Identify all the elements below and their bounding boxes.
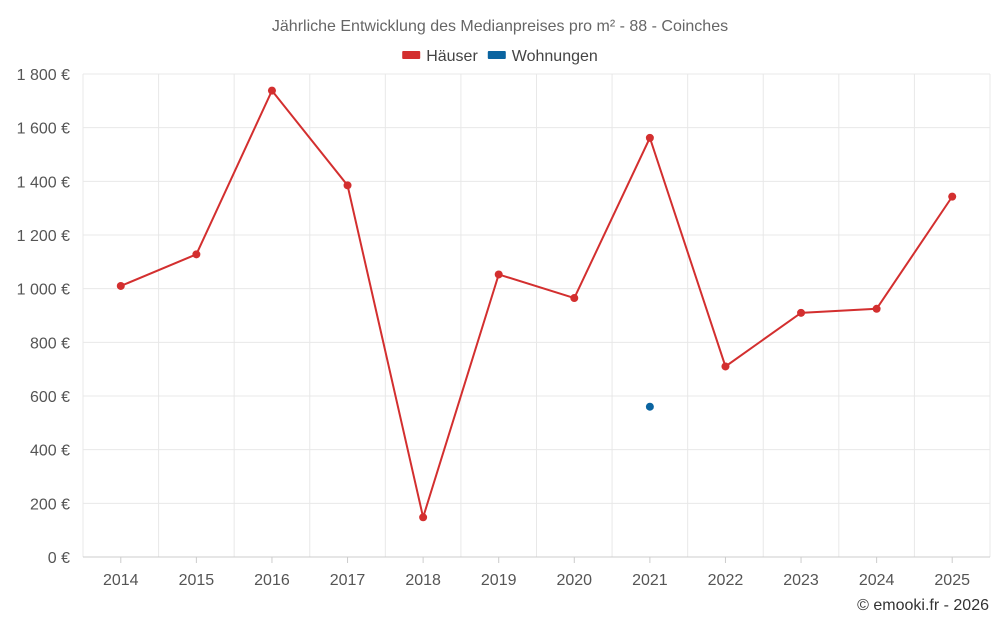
x-tick-label: 2015: [179, 572, 215, 589]
x-tick-label: 2017: [330, 572, 366, 589]
y-tick-label: 1 200 €: [17, 228, 70, 245]
data-point[interactable]: [494, 270, 503, 279]
series-1: [116, 86, 957, 522]
data-point[interactable]: [116, 281, 125, 290]
x-tick-label: 2023: [783, 572, 819, 589]
legend-swatch: [402, 51, 421, 59]
data-point[interactable]: [721, 362, 730, 371]
x-axis: 2014 2015 2016 2017 2018 2019 2020 2021 2022 2023…: [83, 556, 990, 589]
x-tick-label: 2016: [254, 572, 290, 589]
x-tick-label: 2018: [405, 572, 441, 589]
y-axis: 0 € 200 € 400 € 600 € 800 € 1 000 € 1 200 € 1 4…: [17, 67, 70, 567]
x-tick-label: 2021: [632, 572, 668, 589]
y-tick-label: 0 €: [48, 550, 70, 567]
y-tick-label: 1 800 €: [17, 67, 70, 84]
x-grid: [82, 74, 991, 557]
y-tick-label: 200 €: [30, 496, 70, 513]
x-tick-label: 2014: [103, 572, 139, 589]
x-tick-label: 2022: [708, 572, 744, 589]
legend: Häuser Wohnungen: [402, 48, 598, 65]
series-2: [645, 402, 654, 411]
data-point[interactable]: [645, 133, 654, 142]
x-tick-label: 2025: [934, 572, 970, 589]
y-tick-label: 400 €: [30, 443, 70, 460]
data-point[interactable]: [192, 250, 201, 259]
y-tick-label: 800 €: [30, 335, 70, 352]
x-tick-label: 2020: [556, 572, 592, 589]
credit-text: © emooki.fr - 2026: [857, 597, 989, 614]
y-tick-label: 1 400 €: [17, 174, 70, 191]
data-point[interactable]: [570, 294, 579, 303]
y-tick-label: 600 €: [30, 389, 70, 406]
y-tick-label: 1 000 €: [17, 282, 70, 299]
legend-item[interactable]: Häuser: [402, 48, 478, 65]
data-point[interactable]: [948, 192, 957, 201]
y-tick-label: 1 600 €: [17, 121, 70, 138]
data-point[interactable]: [267, 86, 276, 95]
data-point[interactable]: [645, 402, 654, 411]
legend-item[interactable]: Wohnungen: [487, 48, 598, 65]
series-layer: [116, 86, 957, 522]
data-point[interactable]: [872, 304, 881, 313]
data-point[interactable]: [343, 181, 352, 190]
chart-title: Jährliche Entwicklung des Medianpreises …: [272, 18, 728, 35]
x-tick-label: 2019: [481, 572, 517, 589]
data-point[interactable]: [797, 308, 806, 317]
series-line: [120, 88, 954, 522]
legend-label: Häuser: [426, 48, 478, 65]
legend-label: Wohnungen: [512, 48, 598, 65]
x-tick-label: 2024: [859, 572, 895, 589]
data-point[interactable]: [419, 513, 428, 522]
legend-swatch: [487, 51, 506, 59]
